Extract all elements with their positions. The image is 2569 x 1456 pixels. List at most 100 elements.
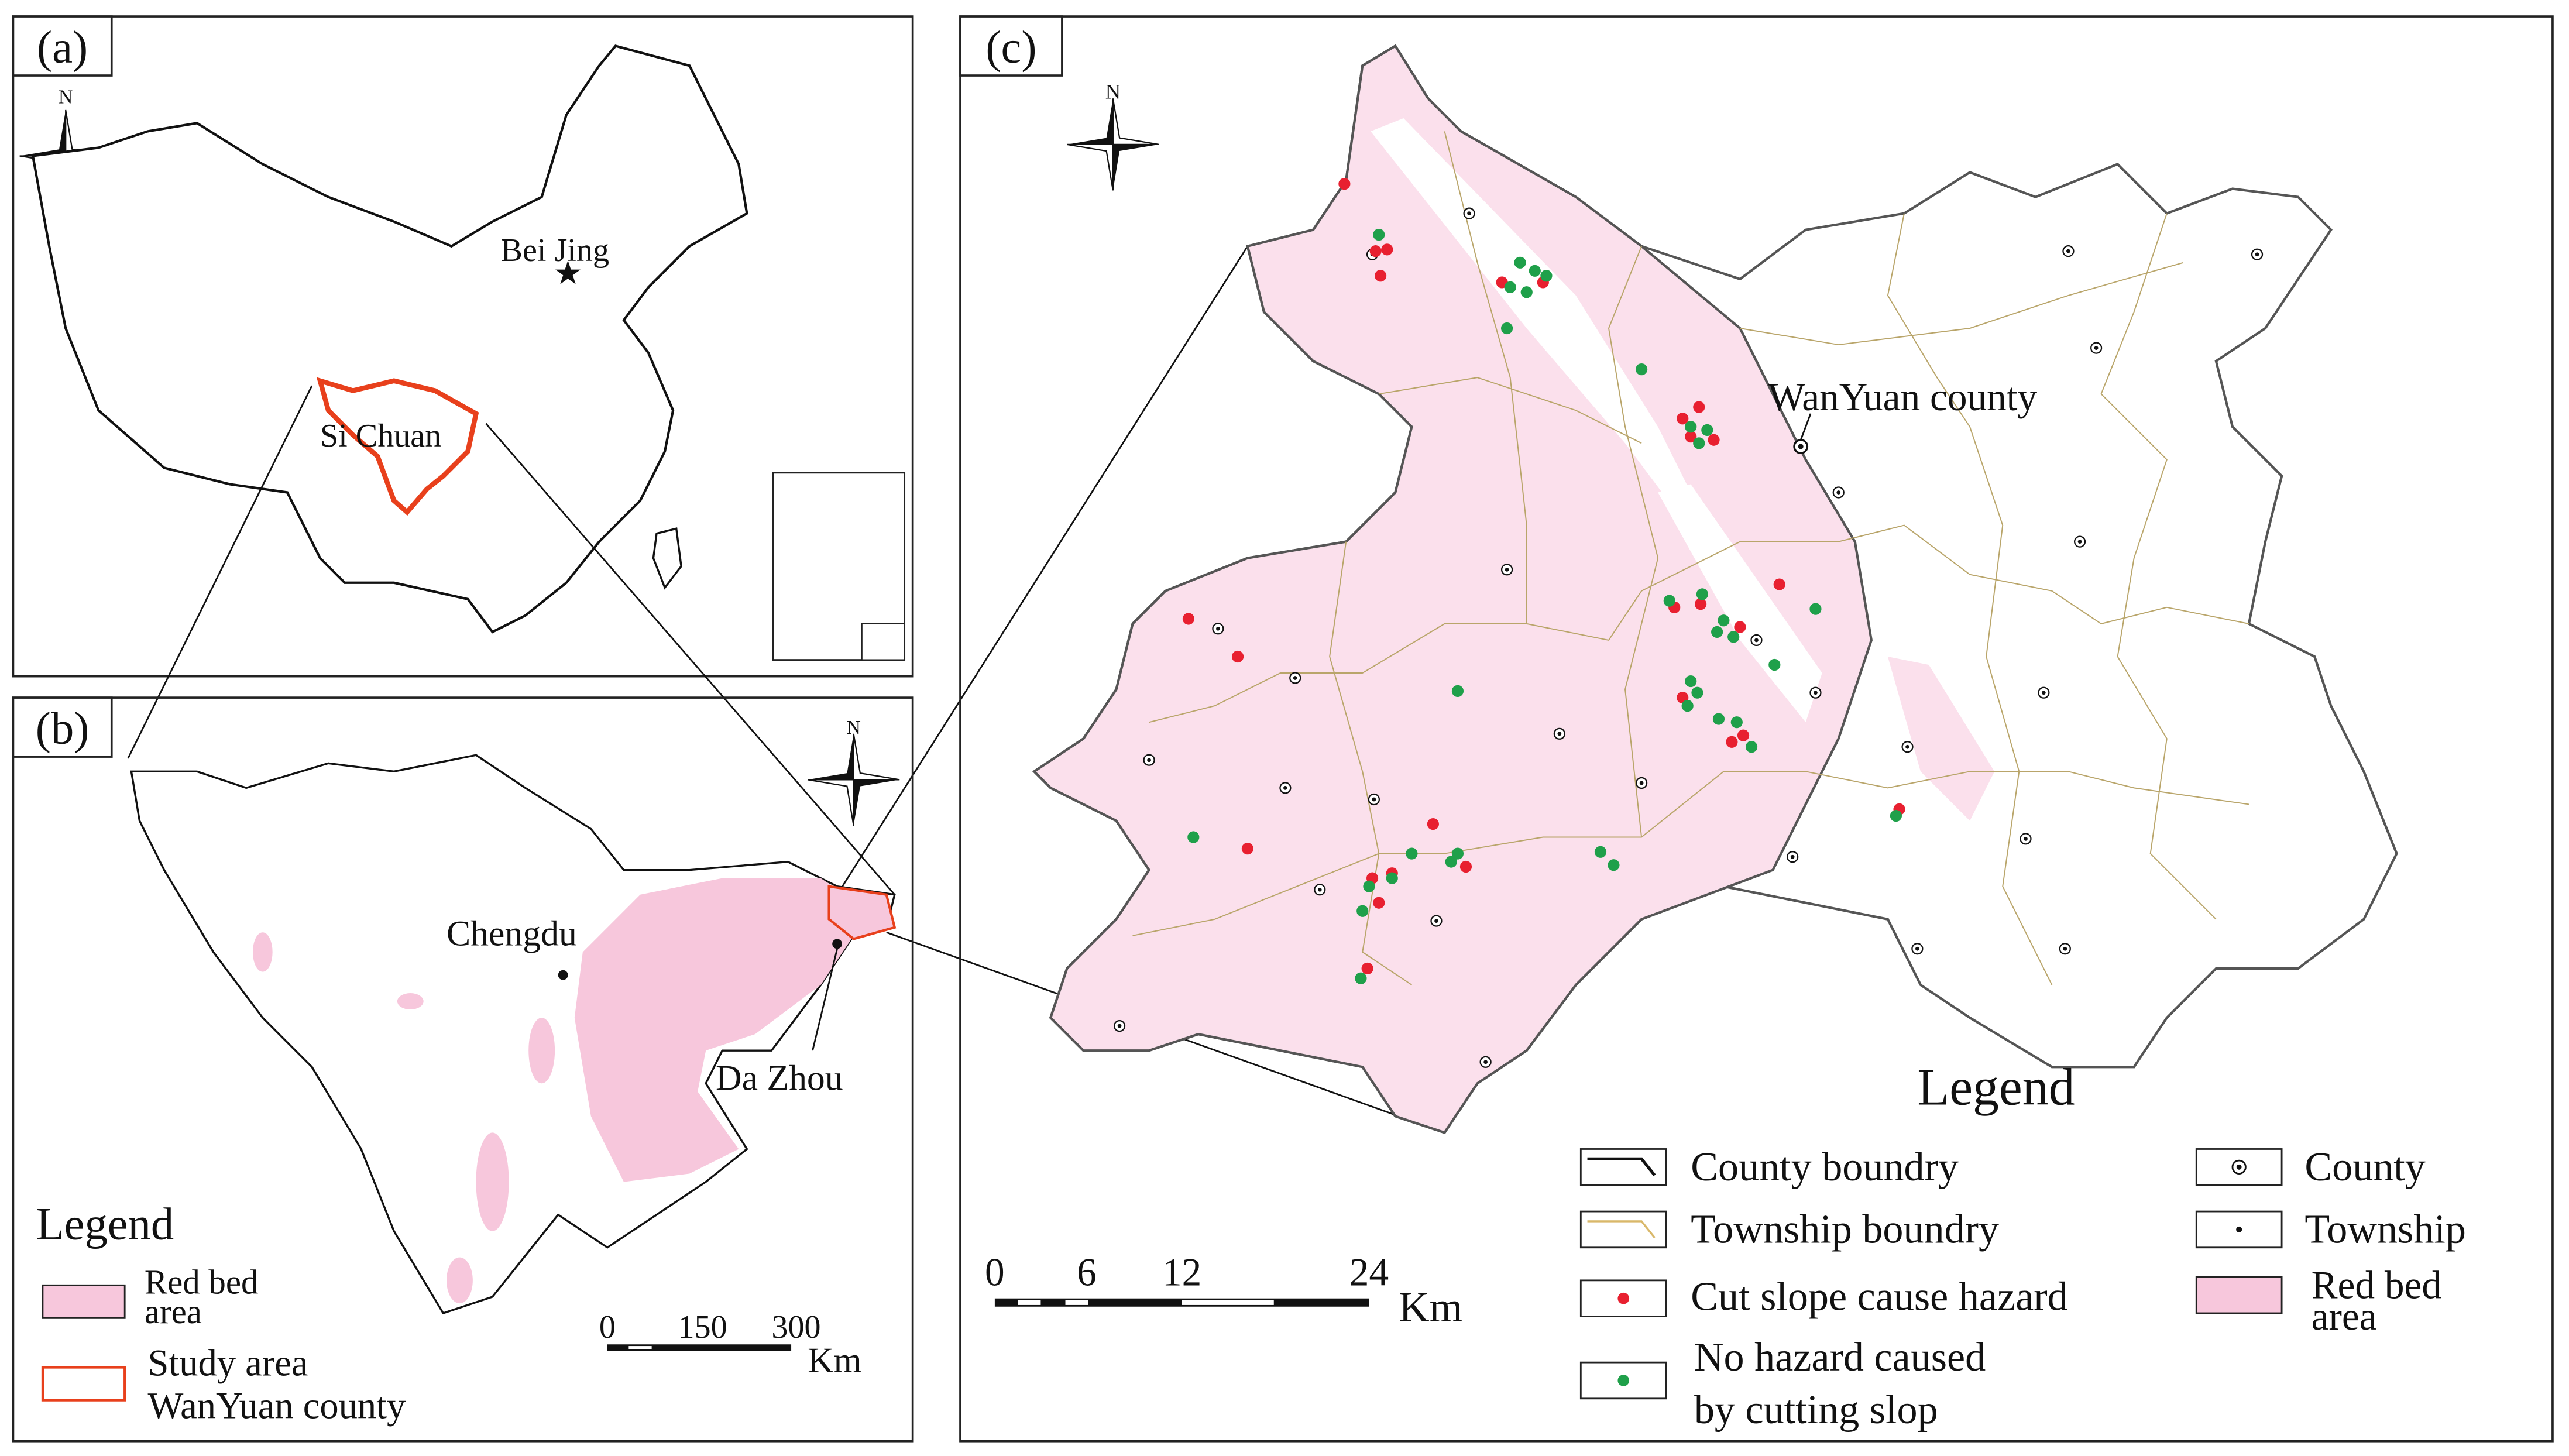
legend-label: area bbox=[2312, 1294, 2377, 1338]
leader-line bbox=[1799, 413, 1812, 441]
township-dot bbox=[1317, 887, 1322, 892]
hazard-point bbox=[1693, 401, 1705, 413]
township-dot bbox=[1434, 919, 1438, 923]
legend-title: Legend bbox=[1917, 1059, 2075, 1117]
legend-symbol bbox=[1617, 1292, 1630, 1304]
north-label: N bbox=[59, 87, 73, 108]
no-hazard-point bbox=[1540, 270, 1553, 282]
no-hazard-point bbox=[1187, 831, 1200, 843]
township-dot bbox=[1557, 732, 1562, 736]
scale-label: 12 bbox=[1162, 1250, 1201, 1294]
compass bbox=[1066, 98, 1160, 191]
place-label: Chengdu bbox=[447, 914, 577, 954]
no-hazard-point bbox=[1691, 686, 1703, 699]
hazard-point bbox=[1361, 962, 1373, 975]
scale-label: 300 bbox=[771, 1309, 820, 1345]
township-dot bbox=[2066, 249, 2070, 253]
no-hazard-point bbox=[1504, 281, 1516, 293]
township-boundaries bbox=[1132, 131, 2249, 985]
township-dot bbox=[1905, 744, 1909, 749]
panel-c-frame bbox=[959, 15, 2554, 1443]
panel-a-frame bbox=[12, 15, 914, 678]
no-hazard-point bbox=[1355, 972, 1367, 984]
panel-label: (b) bbox=[36, 703, 90, 754]
city-point bbox=[832, 939, 843, 949]
hazard-point bbox=[1677, 413, 1689, 425]
scale-label: 0 bbox=[985, 1250, 1005, 1294]
no-hazard-point bbox=[1451, 685, 1464, 697]
no-hazard-point bbox=[1529, 265, 1541, 277]
red-bed-area bbox=[1032, 44, 1873, 1134]
hazard-point bbox=[1708, 434, 1720, 446]
township-dot bbox=[1639, 781, 1644, 785]
county-seat-dot bbox=[1798, 444, 1804, 449]
place-label: WanYuan county bbox=[1768, 375, 2037, 419]
no-hazard-point bbox=[1594, 846, 1607, 858]
legend-symbol bbox=[1587, 1220, 1656, 1238]
hazard-point bbox=[1373, 897, 1385, 909]
township-dot bbox=[1836, 490, 1841, 495]
township-dot bbox=[2041, 691, 2046, 695]
no-hazard-point bbox=[1663, 595, 1675, 607]
no-hazard-point bbox=[1745, 741, 1758, 753]
panel-b-frame bbox=[12, 696, 914, 1443]
legend-label: Red bed bbox=[2312, 1263, 2441, 1307]
township-dot bbox=[1216, 626, 1220, 631]
township-dot bbox=[1790, 854, 1795, 859]
scale-bar bbox=[607, 1344, 792, 1351]
study-area bbox=[827, 885, 897, 940]
no-hazard-point bbox=[1809, 603, 1822, 615]
legend-symbol bbox=[2236, 1164, 2242, 1170]
hazard-point bbox=[1737, 729, 1750, 741]
hazard-point bbox=[1241, 843, 1253, 855]
township-dot bbox=[1372, 797, 1376, 802]
sichuan-map bbox=[130, 754, 896, 1314]
hazard-point bbox=[1694, 598, 1707, 610]
no-hazard-point bbox=[1718, 614, 1730, 627]
township-dot bbox=[2077, 540, 2082, 544]
legend-swatch bbox=[1579, 1148, 1667, 1186]
hazard-point bbox=[1685, 431, 1697, 443]
north-label: N bbox=[847, 717, 861, 739]
township-dot bbox=[1505, 567, 1509, 572]
compass bbox=[806, 733, 901, 827]
place-label: Si Chuan bbox=[320, 418, 441, 454]
scale-unit: Km bbox=[1399, 1283, 1462, 1331]
scale-label: 6 bbox=[1077, 1250, 1097, 1294]
legend-label: WanYuan county bbox=[147, 1385, 406, 1426]
legend-label: Study area bbox=[147, 1342, 308, 1384]
leader-line bbox=[812, 948, 838, 1051]
label-box bbox=[12, 696, 113, 758]
panel-label: (a) bbox=[37, 22, 88, 73]
no-hazard-point bbox=[1373, 229, 1385, 241]
no-hazard-point bbox=[1890, 809, 1902, 822]
no-hazard-point bbox=[1520, 286, 1533, 298]
sichuan-outline bbox=[316, 377, 479, 516]
white-bands bbox=[1371, 118, 1822, 723]
points-layer bbox=[1113, 178, 2264, 1068]
label-box bbox=[12, 15, 113, 77]
no-hazard-point bbox=[1445, 856, 1457, 868]
place-label: Da Zhou bbox=[716, 1058, 843, 1098]
legend-label: County boundry bbox=[1691, 1145, 1959, 1190]
no-hazard-point bbox=[1386, 872, 1398, 884]
hazard-point bbox=[1726, 736, 1738, 748]
township-dot bbox=[1467, 211, 1471, 216]
no-hazard-point bbox=[1693, 437, 1705, 449]
township-dot bbox=[2063, 946, 2067, 951]
hazard-point bbox=[1375, 270, 1387, 282]
no-hazard-point bbox=[1514, 256, 1526, 269]
hazard-point bbox=[1369, 245, 1382, 257]
township-dot bbox=[2094, 346, 2099, 351]
red-bed-patches bbox=[252, 932, 555, 1304]
hazard-point bbox=[1231, 650, 1244, 663]
legend-label: No hazard caused bbox=[1694, 1335, 1986, 1380]
township-dot bbox=[1293, 676, 1297, 680]
no-hazard-point bbox=[1727, 631, 1740, 643]
township-dot bbox=[1117, 1024, 1122, 1028]
taiwan bbox=[652, 527, 682, 590]
no-hazard-point bbox=[1363, 880, 1375, 892]
legend-swatch bbox=[41, 1366, 126, 1402]
legend-symbol bbox=[1587, 1157, 1656, 1176]
panel-label: (c) bbox=[985, 22, 1036, 73]
